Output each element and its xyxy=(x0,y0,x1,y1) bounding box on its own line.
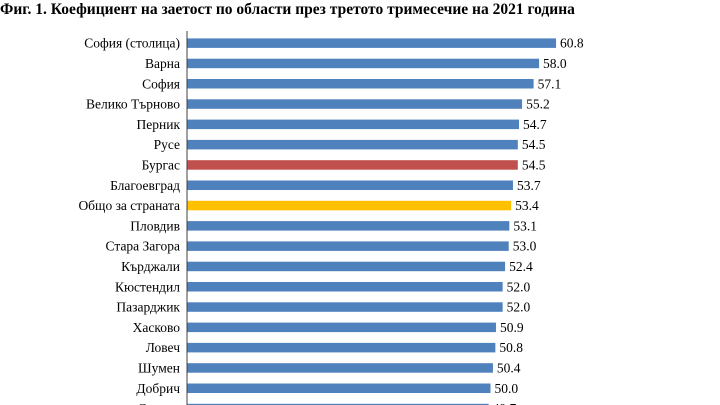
bar xyxy=(187,363,493,373)
value-label: 55.2 xyxy=(526,97,550,112)
category-label: Пловдив xyxy=(130,218,180,233)
value-label: 53.1 xyxy=(513,218,537,233)
bar xyxy=(187,119,520,130)
value-label: 50.4 xyxy=(497,360,521,375)
category-label: Хасково xyxy=(133,320,181,335)
value-label: 50.8 xyxy=(499,340,523,355)
value-label: 53.4 xyxy=(515,198,539,213)
category-label: Шумен xyxy=(138,360,180,375)
value-label: 54.5 xyxy=(522,157,546,172)
category-label: Кюстендил xyxy=(115,279,180,294)
value-label: 50.0 xyxy=(495,381,519,396)
value-label: 52.0 xyxy=(507,279,531,294)
bar xyxy=(187,180,513,190)
value-label: 60.8 xyxy=(560,36,584,51)
bar xyxy=(187,302,503,312)
bar xyxy=(187,58,540,69)
bar xyxy=(187,200,512,211)
bar xyxy=(187,282,503,292)
bar xyxy=(187,261,506,272)
value-label: 50.9 xyxy=(500,320,524,335)
bar xyxy=(187,342,496,353)
category-label: Сливен xyxy=(138,401,180,405)
value-label: 54.5 xyxy=(522,137,546,152)
bar xyxy=(187,99,523,109)
category-label: Пазарджик xyxy=(116,300,180,315)
category-label: Варна xyxy=(145,56,180,71)
bar xyxy=(187,383,491,393)
value-label: 53.0 xyxy=(513,239,537,254)
category-label: Русе xyxy=(154,137,180,152)
bar xyxy=(187,160,518,170)
category-label: Велико Търново xyxy=(86,97,180,112)
value-label: 52.0 xyxy=(507,300,531,315)
category-label: Кърджали xyxy=(121,259,180,274)
bar xyxy=(187,79,534,89)
bar xyxy=(187,221,510,231)
value-label: 53.7 xyxy=(517,178,541,193)
category-label: Ловеч xyxy=(146,340,181,355)
value-label: 52.4 xyxy=(509,259,533,274)
category-label: Добрич xyxy=(136,381,180,396)
value-label: 49.7 xyxy=(493,401,517,405)
bar xyxy=(187,322,496,333)
value-label: 57.1 xyxy=(538,76,562,91)
bar xyxy=(187,38,557,48)
bar xyxy=(187,403,489,405)
value-label: 58.0 xyxy=(543,56,567,71)
category-label: Перник xyxy=(137,117,181,132)
category-label: Благоевград xyxy=(110,178,180,193)
category-label: София xyxy=(142,76,180,91)
chart-title: Фиг. 1. Коефициент на заетост по области… xyxy=(0,1,575,18)
bar xyxy=(187,139,518,150)
category-label: Стара Загора xyxy=(106,239,180,254)
value-label: 54.7 xyxy=(523,117,547,132)
category-label: Бургас xyxy=(142,157,180,172)
category-label: София (столица) xyxy=(84,36,180,51)
category-label: Общо за страната xyxy=(78,198,180,213)
bar xyxy=(187,241,509,251)
